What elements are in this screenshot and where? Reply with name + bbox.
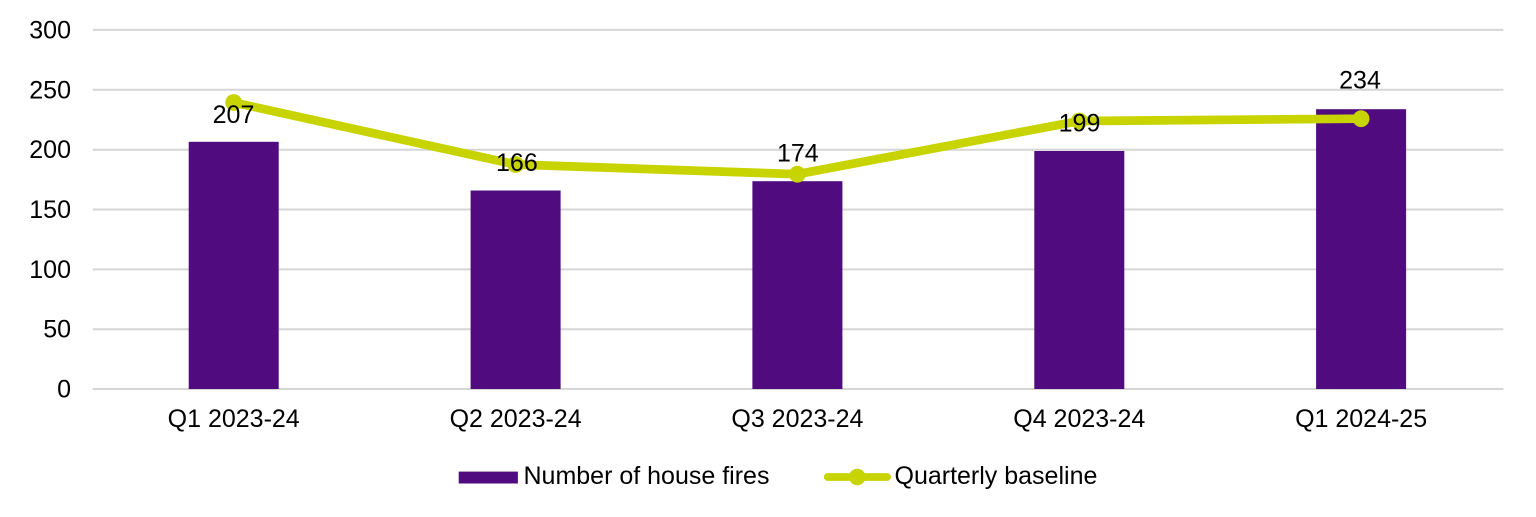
svg-text:174: 174 <box>777 140 819 168</box>
svg-text:Q1 2023-24: Q1 2023-24 <box>168 405 300 433</box>
svg-text:234: 234 <box>1339 67 1381 95</box>
svg-text:0: 0 <box>57 376 71 404</box>
svg-text:100: 100 <box>29 256 71 284</box>
svg-text:207: 207 <box>213 101 255 129</box>
svg-text:166: 166 <box>496 149 538 177</box>
svg-text:300: 300 <box>29 16 71 44</box>
svg-text:Q2 2023-24: Q2 2023-24 <box>450 405 582 433</box>
svg-text:Quarterly baseline: Quarterly baseline <box>895 462 1098 490</box>
svg-text:Q1 2024-25: Q1 2024-25 <box>1295 405 1427 433</box>
svg-text:Number of house fires: Number of house fires <box>524 462 770 490</box>
svg-text:199: 199 <box>1059 109 1101 137</box>
svg-text:Q4 2023-24: Q4 2023-24 <box>1013 405 1145 433</box>
svg-text:50: 50 <box>43 316 71 344</box>
svg-text:250: 250 <box>29 76 71 104</box>
svg-text:Q3 2023-24: Q3 2023-24 <box>731 405 863 433</box>
svg-text:200: 200 <box>29 136 71 164</box>
svg-text:150: 150 <box>29 196 71 224</box>
